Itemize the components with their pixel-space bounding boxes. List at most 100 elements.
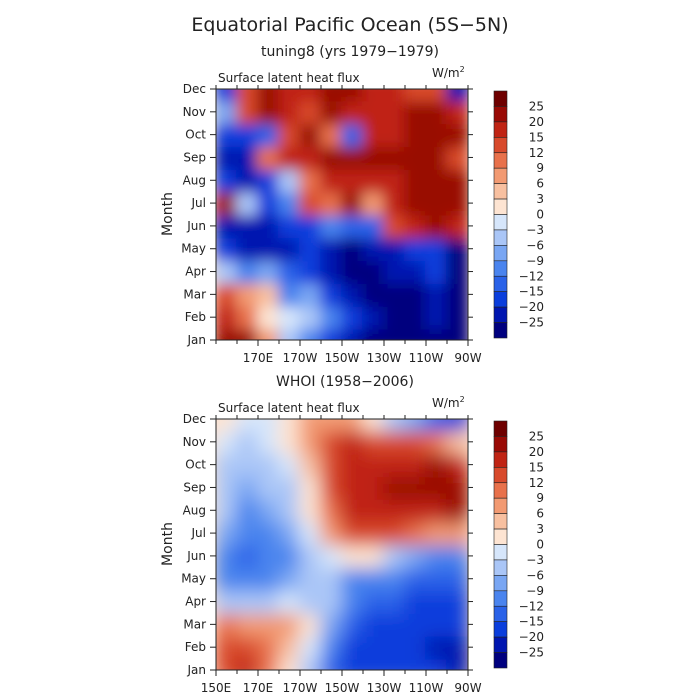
colorbar-swatch [493, 90, 508, 107]
panel-bottom-label: Surface latent heat flux [218, 401, 360, 415]
heatmap-cell [320, 475, 343, 500]
heatmap-cell [257, 634, 280, 660]
y-tick-label: Nov [183, 105, 206, 119]
colorbar-label: −6 [526, 238, 544, 252]
heatmap-cell [320, 634, 343, 660]
heatmap-cell [425, 543, 448, 569]
heatmap-cell [425, 589, 448, 614]
colorbar-swatch [493, 590, 508, 607]
y-tick-label: Jul [191, 526, 206, 540]
panel-top-ylabel: Month [160, 192, 176, 236]
heatmap-cell [278, 213, 301, 239]
y-tick-label: Feb [185, 640, 206, 654]
heatmap-cell [383, 566, 406, 592]
heatmap-cell [216, 213, 238, 239]
heatmap-cell [425, 611, 448, 637]
heatmap-cell [362, 611, 385, 637]
heatmap-cell [216, 259, 238, 284]
colorbar-label: −9 [526, 584, 544, 598]
heatmap-cell [278, 657, 301, 670]
heatmap-cell [299, 213, 322, 239]
heatmap-cell [257, 475, 280, 500]
x-tick-label: 170E [243, 681, 274, 695]
colorbar-label: 0 [536, 538, 544, 552]
heatmap-cell [257, 566, 280, 592]
heatmap-cell [341, 452, 364, 478]
x-tick-label: 150W [325, 351, 360, 365]
heatmap-cell [299, 634, 322, 660]
heatmap-cell [257, 419, 280, 432]
heatmap-cell [425, 452, 448, 478]
heatmap-cell [299, 259, 322, 284]
y-tick-label: Aug [183, 503, 206, 517]
y-tick-label: Sep [183, 150, 206, 164]
heatmap-cell [257, 520, 280, 546]
heatmap-cell [257, 589, 280, 614]
heatmap-cell [362, 429, 385, 455]
heatmap-cell [320, 327, 343, 340]
heatmap-cell [362, 634, 385, 660]
heatmap-cell [257, 543, 280, 569]
heatmap-cell [257, 99, 280, 125]
heatmap-cell [299, 327, 322, 340]
heatmap-cell [278, 429, 301, 455]
y-tick-label: Oct [185, 128, 206, 142]
heatmap-cell [216, 167, 238, 193]
heatmap-cell [425, 167, 448, 193]
heatmap-cell [299, 236, 322, 262]
heatmap-cell [383, 475, 406, 500]
heatmap-cell [278, 89, 301, 102]
heatmap-cell [257, 122, 280, 148]
heatmap-cell [236, 89, 259, 102]
heatmap-cell [425, 497, 448, 523]
heatmap-cell [341, 281, 364, 307]
panel-top-x-axis: 170E 170W 150W 130W 110W 90W [215, 85, 482, 365]
heatmap-cell [216, 304, 238, 330]
colorbar-label: 9 [536, 491, 544, 505]
heatmap-cell [341, 190, 364, 216]
heatmap-cell [362, 122, 385, 148]
heatmap-cell [446, 236, 468, 262]
y-tick-label: Apr [185, 595, 206, 609]
heatmap-cell [383, 190, 406, 216]
heatmap-cell [216, 589, 238, 614]
heatmap-cell [362, 475, 385, 500]
heatmap-cell [341, 634, 364, 660]
heatmap-cell [216, 122, 238, 148]
heatmap-cell [278, 589, 301, 614]
heatmap-cell [383, 99, 406, 125]
y-tick-label: Nov [183, 435, 206, 449]
heatmap-cell [236, 475, 259, 500]
heatmap-cell [236, 611, 259, 637]
heatmap-cell [299, 281, 322, 307]
heatmap-cell [362, 497, 385, 523]
heatmap-cell [216, 452, 238, 478]
colorbar-swatch [493, 559, 508, 576]
heatmap-cell [216, 497, 238, 523]
heatmap-cell [383, 452, 406, 478]
heatmap-cell [425, 304, 448, 330]
colorbar-label: 25 [529, 99, 544, 113]
heatmap-cell [278, 304, 301, 330]
heatmap-cell [404, 213, 427, 239]
heatmap-cell [425, 634, 448, 660]
heatmap-cell [236, 99, 259, 125]
heatmap-cell [383, 281, 406, 307]
heatmap-cell [236, 452, 259, 478]
heatmap-cell [362, 304, 385, 330]
heatmap-cell [236, 566, 259, 592]
heatmap-cell [236, 497, 259, 523]
heatmap-cell [257, 259, 280, 284]
heatmap-cell [425, 145, 448, 170]
heatmap-cell [446, 589, 468, 614]
heatmap-cell [299, 566, 322, 592]
y-tick-label: Jul [191, 196, 206, 210]
panel-top-heatmap [216, 89, 468, 340]
heatmap-cell [425, 190, 448, 216]
heatmap-cell [404, 236, 427, 262]
heatmap-cell [446, 213, 468, 239]
heatmap-cell [341, 259, 364, 284]
heatmap-cell [383, 304, 406, 330]
panel-top-label: Surface latent heat flux [218, 71, 360, 85]
heatmap-cell [404, 145, 427, 170]
